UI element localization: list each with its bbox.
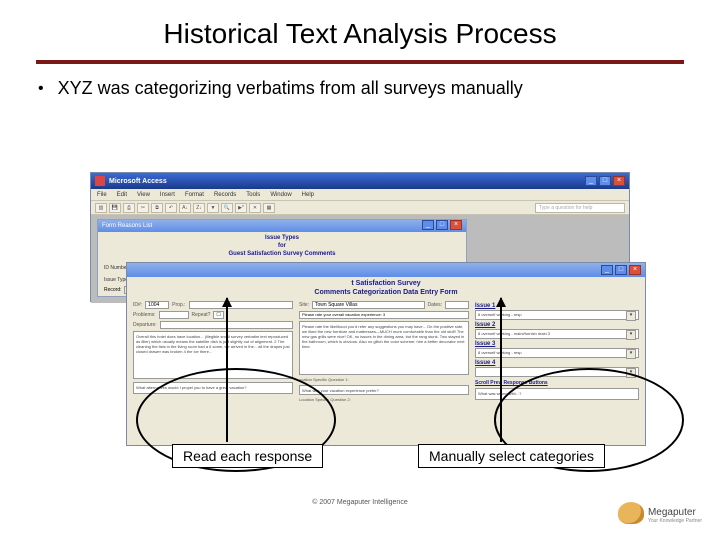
data-entry-form: _ □ × t Satisfaction Survey Comments Cat… [126, 262, 646, 446]
menu-records[interactable]: Records [214, 192, 236, 198]
reasons-heading-1: Issue Types [104, 234, 460, 242]
logo-tagline: Your Knowledge Partner [648, 518, 702, 524]
logo-name: Megaputer [648, 507, 696, 518]
form-titlebar: _ □ × [127, 263, 645, 277]
tool-db-icon[interactable]: ▦ [263, 203, 275, 213]
response-text-left[interactable]: Overall this hotel does have location...… [133, 331, 293, 379]
access-title: Microsoft Access [109, 178, 585, 185]
problems-lbl: Problems: [133, 312, 156, 318]
tool-undo-icon[interactable]: ↶ [165, 203, 177, 213]
menu-edit[interactable]: Edit [117, 192, 127, 198]
close-button[interactable]: × [613, 176, 625, 186]
menu-insert[interactable]: Insert [160, 192, 175, 198]
tool-print-icon[interactable]: ⎙ [123, 203, 135, 213]
q2-left[interactable]: What alternatives would I propel you to … [133, 382, 293, 394]
tool-sort-asc-icon[interactable]: A↓ [179, 203, 191, 213]
form-heading-1: t Satisfaction Survey [127, 279, 645, 288]
id-input[interactable]: 1004 [145, 301, 169, 309]
tool-filter-icon[interactable]: ▼ [207, 203, 219, 213]
locq1-lbl: ocation Specific Question 1: [299, 377, 349, 382]
site-lbl: Site: [299, 302, 309, 308]
sub-min-button[interactable]: _ [422, 220, 434, 230]
id-lbl: ID#: [133, 302, 142, 308]
reasons-heading-2: for [104, 242, 460, 250]
window-controls: _ □ × [585, 176, 625, 186]
annotation-left: Read each response [172, 444, 323, 468]
dates-lbl: Dates: [428, 302, 442, 308]
maximize-button[interactable]: □ [599, 176, 611, 186]
sub-max-button[interactable]: □ [436, 220, 448, 230]
title-underline [36, 60, 684, 64]
tool-copy-icon[interactable]: ⧉ [151, 203, 163, 213]
form-heading-2: Comments Categorization Data Entry Form [127, 288, 645, 297]
sub-close-button[interactable]: × [450, 220, 462, 230]
dates-input[interactable] [445, 301, 469, 309]
menu-file[interactable]: File [97, 192, 107, 198]
reasons-form-titlebar: Form Reasons List _ □ × [98, 220, 466, 232]
arrow-left [226, 298, 228, 442]
toolbar: ▥ 💾 ⎙ ✂ ⧉ ↶ A↓ Z↓ ▼ 🔍 ▶* ✕ ▦ Type a ques… [91, 201, 629, 215]
repeat-checkbox[interactable]: ☐ [213, 311, 223, 319]
problems-input[interactable] [159, 311, 189, 319]
tool-new-icon[interactable]: ▶* [235, 203, 247, 213]
slide-title: Historical Text Analysis Process [0, 0, 720, 60]
tool-cut-icon[interactable]: ✂ [137, 203, 149, 213]
form-max-button[interactable]: □ [615, 265, 627, 275]
reasons-heading-3: Guest Satisfaction Survey Comments [104, 250, 460, 258]
tool-save-icon[interactable]: 💾 [109, 203, 121, 213]
locq1-text[interactable]: What was your vacation experience prefer… [299, 385, 469, 395]
repeat-lbl: Repeat? [192, 312, 211, 318]
reasons-form-title: Form Reasons List [102, 220, 152, 232]
tool-view-icon[interactable]: ▥ [95, 203, 107, 213]
form-min-button[interactable]: _ [601, 265, 613, 275]
menu-tools[interactable]: Tools [246, 192, 260, 198]
prop-input[interactable] [189, 301, 293, 309]
rate-row[interactable]: Please rate your overall vacation experi… [299, 311, 469, 319]
arrow-right [500, 298, 502, 442]
footer-copyright: © 2007 Megaputer Intelligence [0, 499, 720, 506]
footer-logo: Megaputer Your Knowledge Partner [618, 502, 702, 524]
tool-sort-desc-icon[interactable]: Z↓ [193, 203, 205, 213]
help-search-input[interactable]: Type a question for help [535, 203, 625, 213]
bullet-text: XYZ was categorizing verbatims from all … [58, 78, 523, 99]
minimize-button[interactable]: _ [585, 176, 597, 186]
locq2-lbl: Location Specific Question 2: [299, 397, 351, 402]
mid-column: Site: Town Square Villas Dates: Please r… [299, 301, 469, 447]
menu-view[interactable]: View [137, 192, 150, 198]
menu-window[interactable]: Window [270, 192, 291, 198]
menu-help[interactable]: Help [302, 192, 314, 198]
embedded-screenshot: Microsoft Access _ □ × File Edit View In… [90, 172, 646, 452]
menubar: File Edit View Insert Format Records Too… [91, 189, 629, 201]
prop-lbl: Prop.: [172, 302, 185, 308]
bullet-row: • XYZ was categorizing verbatims from al… [0, 78, 720, 110]
menu-format[interactable]: Format [185, 192, 204, 198]
form-close-button[interactable]: × [629, 265, 641, 275]
access-icon [95, 176, 105, 186]
response-text-mid[interactable]: Please rate the likelihood you'd refer a… [299, 321, 469, 375]
tool-delete-icon[interactable]: ✕ [249, 203, 261, 213]
record-label: Record: [104, 287, 122, 293]
lion-icon [618, 502, 644, 524]
bullet-dot: • [38, 78, 44, 100]
departure-lbl: Departure: [133, 322, 157, 328]
access-titlebar: Microsoft Access _ □ × [91, 173, 629, 189]
tool-find-icon[interactable]: 🔍 [221, 203, 233, 213]
site-input[interactable]: Town Square Villas [312, 301, 425, 309]
annotation-right: Manually select categories [418, 444, 605, 468]
left-column: ID#: 1004 Prop.: Problems: Repeat? ☐ Dep… [133, 301, 293, 447]
